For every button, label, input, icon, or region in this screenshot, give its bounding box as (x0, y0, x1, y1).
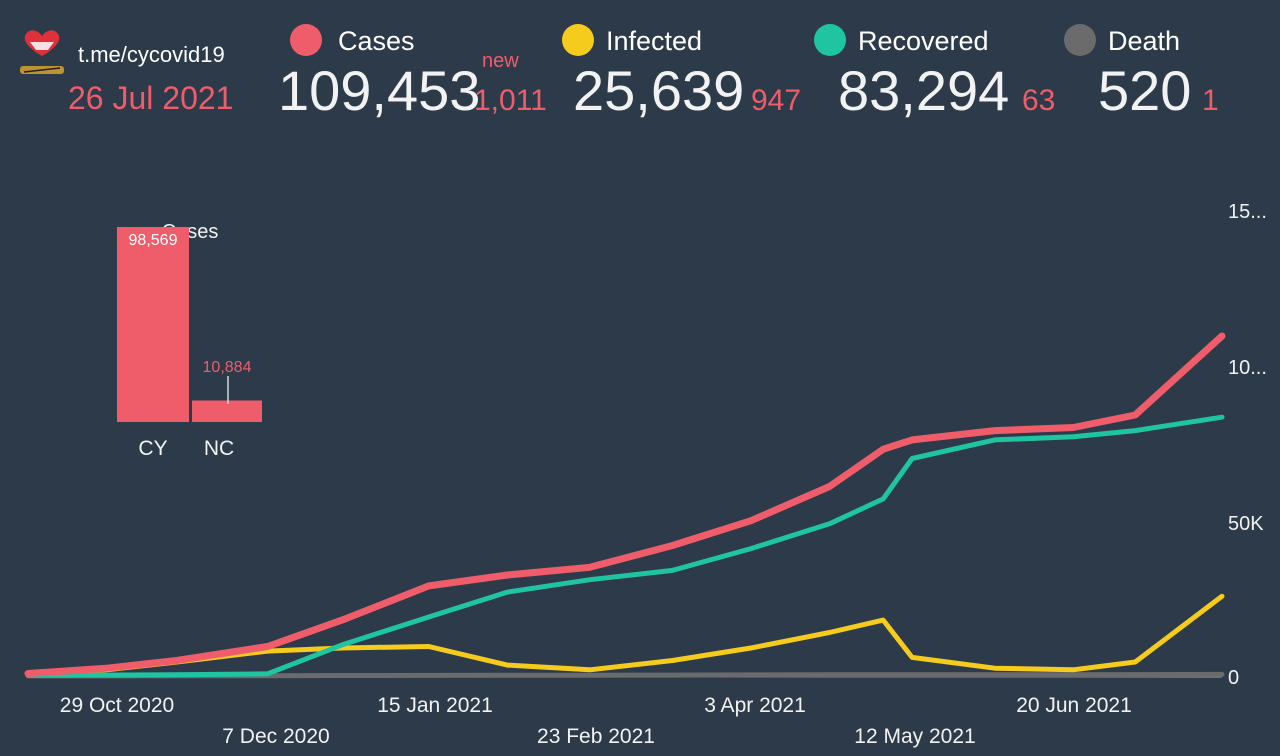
recovered-total: 83,294 (838, 59, 1010, 122)
cases-total: 109,453 (278, 59, 481, 122)
x-tick-label: 15 Jan 2021 (377, 694, 493, 717)
recovered-new: 63 (1022, 84, 1056, 117)
y-tick-label: 15... (1228, 201, 1267, 223)
new-tag: new (482, 50, 519, 72)
death-dot-icon (1064, 24, 1096, 56)
recovered-label: Recovered (858, 26, 989, 56)
y-tick-label: 50K (1228, 513, 1264, 535)
y-tick-label: 10... (1228, 357, 1267, 379)
death-label: Death (1108, 26, 1181, 56)
bar-cy (117, 227, 189, 422)
x-tick-label: 7 Dec 2020 (222, 725, 329, 748)
x-tick-label: 12 May 2021 (854, 725, 975, 748)
x-tick-label: 29 Oct 2020 (60, 694, 174, 717)
series-line-recovered (25, 414, 1225, 678)
cases-new: 1,011 (474, 84, 547, 117)
infected-new: 947 (751, 84, 802, 117)
cases-dot-icon (290, 24, 322, 56)
recovered-dot-icon (814, 24, 846, 56)
x-tick-label: 20 Jun 2021 (1016, 694, 1132, 717)
bar-nc (192, 400, 262, 422)
cases-label: Cases (338, 26, 415, 56)
y-tick-label: 0 (1228, 667, 1239, 689)
bar-value-label: 10,884 (203, 359, 252, 376)
series-line-infected (25, 593, 1225, 677)
logo-heart-icon (20, 30, 64, 74)
site-link[interactable]: t.me/cycovid19 (78, 42, 225, 67)
death-new: 1 (1202, 84, 1219, 117)
report-date: 26 Jul 2021 (68, 80, 234, 116)
bar-value-label: 98,569 (129, 232, 178, 249)
infected-dot-icon (562, 24, 594, 56)
bar-category-label: CY (138, 437, 167, 460)
death-total: 520 (1098, 59, 1192, 122)
bar-category-label: NC (204, 437, 234, 460)
x-tick-label: 3 Apr 2021 (704, 694, 806, 717)
infected-label: Infected (606, 26, 703, 56)
x-tick-label: 23 Feb 2021 (537, 725, 655, 748)
series-line-cases (24, 332, 1226, 677)
infected-total: 25,639 (573, 59, 745, 122)
